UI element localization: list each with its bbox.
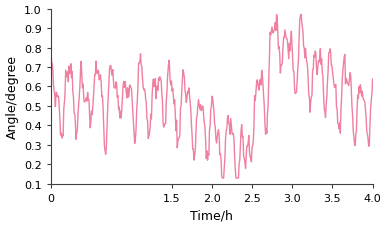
- X-axis label: Time/h: Time/h: [190, 209, 233, 222]
- Y-axis label: Angle/degree: Angle/degree: [5, 55, 19, 139]
